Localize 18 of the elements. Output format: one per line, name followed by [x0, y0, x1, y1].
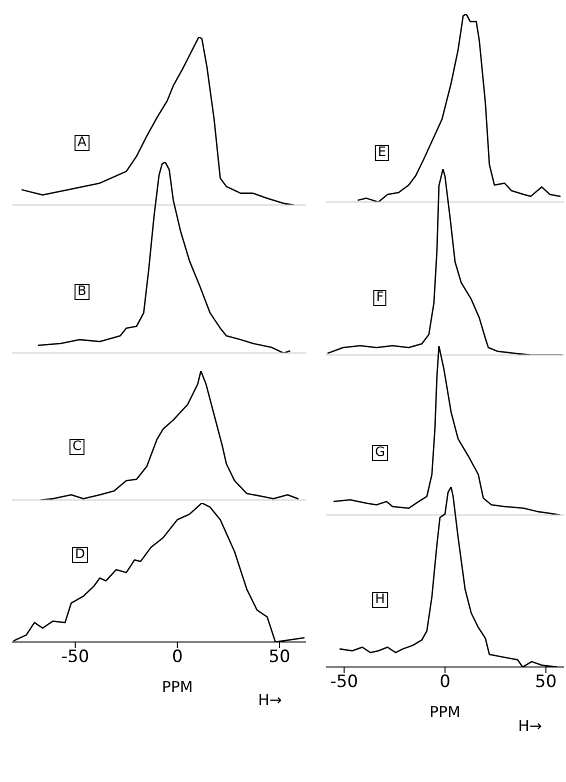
x-tick-label: -50 [330, 672, 358, 692]
annotation: F [373, 290, 387, 306]
annotation: B [74, 284, 90, 300]
annotation: C [69, 439, 85, 455]
x-axis-title: PPM [162, 678, 193, 696]
annotation: H [372, 592, 388, 608]
text: H→ [518, 717, 542, 735]
x-tick-label: 0 [172, 647, 183, 668]
x-tick-label: -50 [61, 647, 90, 668]
x-tick-label: 0 [440, 672, 450, 692]
annotation: E [374, 145, 390, 161]
x-tick-label: 50 [268, 647, 290, 668]
x-axis-title: PPM [429, 703, 461, 721]
annotation: G [372, 445, 388, 461]
x-tick-label: 50 [535, 672, 557, 692]
annotation: D [72, 547, 88, 563]
text: H→ [258, 691, 282, 709]
annotation: A [74, 135, 90, 151]
